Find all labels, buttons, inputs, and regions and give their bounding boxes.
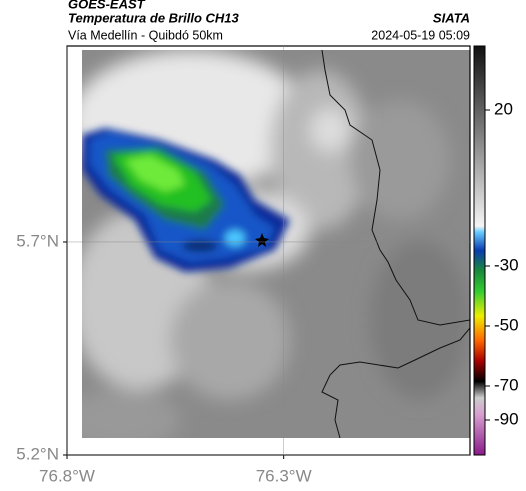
x-tick-label: 76.3°W: [256, 466, 312, 485]
axes: 76.8°W 76.3°W 5.7°N 5.2°N: [16, 46, 470, 485]
colorbar-tick-label: -30: [494, 255, 519, 274]
colorbar-tick-label: -90: [494, 409, 519, 428]
region: Vía Medellín - Quibdó 50km: [68, 28, 223, 42]
x-tick-label: 76.8°W: [39, 466, 95, 485]
organization: SIATA: [433, 10, 470, 25]
y-tick-label: 5.7°N: [16, 231, 59, 250]
satellite-image: [82, 50, 470, 438]
colorbar-tick-label: -70: [494, 375, 519, 394]
timestamp: 2024-05-19 05:09: [371, 28, 470, 42]
y-tick-label: 5.2°N: [16, 444, 59, 463]
colorbar: [473, 45, 486, 456]
satellite: GOES-EAST: [68, 0, 146, 11]
colorbar-ticks: 20 -30 -50 -70 -90: [485, 99, 519, 428]
colorbar-tick-label: -50: [494, 315, 519, 334]
colorbar-tick-label: 20: [494, 99, 513, 118]
product: Temperatura de Brillo CH13: [68, 10, 240, 25]
